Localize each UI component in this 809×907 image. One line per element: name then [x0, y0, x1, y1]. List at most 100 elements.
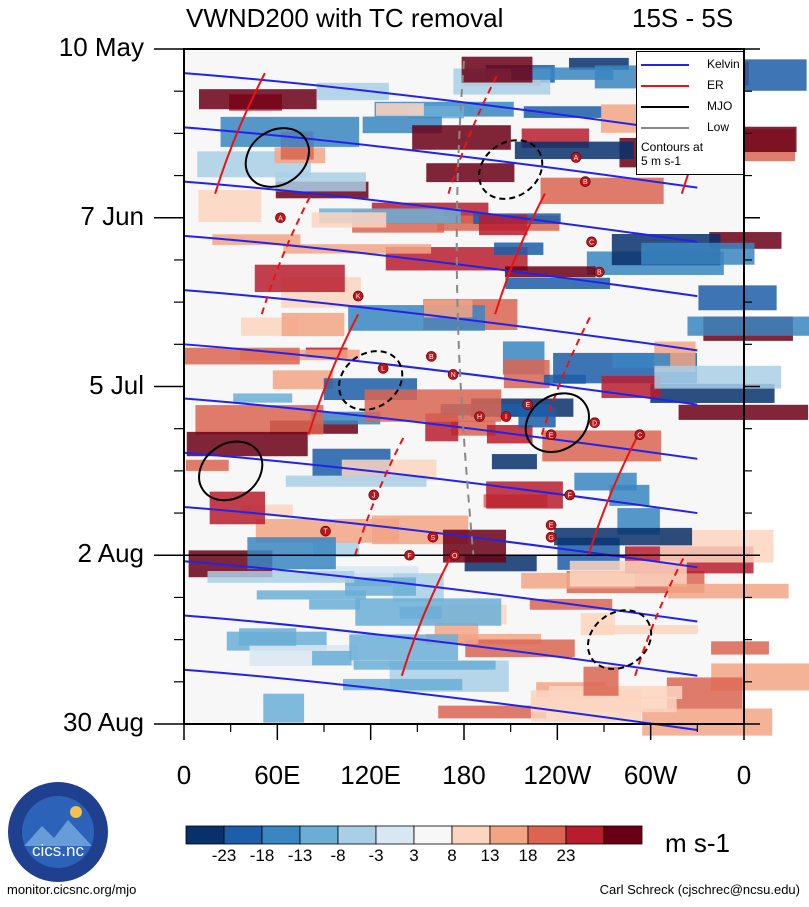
tc-marker-label: C [637, 432, 642, 439]
anomaly-patch [540, 177, 664, 204]
anomaly-patch [281, 312, 345, 337]
anomaly-patch [642, 708, 773, 736]
anomaly-patch [263, 693, 305, 723]
legend-line [641, 64, 689, 66]
anomaly-patch [207, 571, 355, 583]
tc-marker-label: B [597, 270, 602, 277]
legend-note-line: 5 m s-1 [641, 154, 682, 168]
tc-marker [570, 152, 582, 163]
mjo-contour [198, 440, 264, 502]
legend-line [641, 106, 689, 108]
colorbar-label: -23 [211, 846, 237, 865]
legend-label: Low [707, 120, 730, 134]
anomaly-patch [504, 266, 596, 278]
kelvin-contour [183, 397, 698, 460]
anomaly-patch [569, 57, 629, 70]
anomaly-patch [375, 103, 424, 116]
anomaly-patch [209, 491, 266, 525]
tc-marker-label: B [583, 179, 588, 186]
colorbar-label: 23 [556, 846, 576, 865]
tc-marker [404, 549, 415, 561]
tc-marker [426, 351, 437, 362]
anomaly-patch [478, 214, 528, 236]
y-tick-label: 2 Aug [77, 538, 144, 569]
colorbar-segment [375, 825, 415, 845]
anomaly-patch [438, 705, 547, 719]
tc-marker-label: F [568, 493, 572, 500]
tc-marker [594, 266, 605, 278]
legend-entry: Kelvin [641, 56, 743, 74]
tc-marker-label: J [372, 493, 376, 500]
colorbar-segment [603, 825, 643, 845]
tc-marker-label: C [589, 239, 594, 246]
tc-marker-label: D [592, 420, 597, 427]
anomaly-patch [233, 393, 293, 403]
colorbar-segment [565, 825, 605, 845]
colorbar-segment [413, 825, 453, 845]
legend-entry: MJO [641, 98, 743, 116]
legend-entry: ER [641, 77, 743, 95]
kelvin-contour [183, 343, 698, 406]
anomaly-patch [412, 125, 511, 150]
anomaly-patch [698, 285, 777, 311]
tc-marker [320, 525, 331, 537]
tc-marker [545, 531, 557, 543]
legend-label: ER [707, 78, 724, 92]
anomaly-patch [612, 353, 671, 368]
credit-left: monitor.cicsnc.org/mjo [7, 882, 137, 897]
tc-marker [427, 531, 439, 543]
tc-marker [275, 212, 286, 224]
colorbar-label: 18 [518, 846, 538, 865]
colorbar-segment [299, 825, 339, 845]
anomaly-patch [309, 599, 360, 610]
kelvin-contour [183, 180, 698, 243]
colorbar-label: -13 [287, 846, 313, 865]
anomaly-patch [461, 56, 533, 83]
anomaly-patch [212, 234, 301, 245]
anomaly-patch [310, 411, 381, 425]
tc-marker-label: O [452, 553, 458, 560]
tc-marker-label: N [451, 372, 456, 379]
legend-line [641, 85, 689, 87]
anomaly-patch [583, 666, 619, 696]
anomaly-patch [239, 628, 297, 646]
tc-marker [564, 489, 576, 501]
mjo-contour [524, 392, 590, 453]
kelvin-contour [183, 668, 698, 732]
legend-line [641, 127, 689, 129]
anomaly-patch [425, 634, 542, 645]
anomaly-patch [275, 172, 366, 192]
er-contour [587, 434, 640, 556]
colorbar-label: -3 [368, 846, 384, 865]
tc-marker [580, 176, 591, 187]
x-tick-label: 0 [736, 760, 752, 790]
er-contour [540, 313, 593, 436]
kelvin-contour [183, 289, 698, 352]
x-tick-label: 180 [442, 760, 486, 790]
colorbar-label: -8 [330, 846, 346, 865]
kelvin-contour [183, 560, 698, 623]
anomaly-patch [569, 560, 687, 587]
tc-marker [522, 399, 534, 410]
anomaly-patch [511, 67, 614, 80]
kelvin-contour [183, 614, 698, 677]
low-contour [455, 60, 475, 556]
anomaly-patch [186, 459, 229, 471]
anomaly-patch [285, 475, 427, 487]
anomaly-patch [424, 299, 473, 318]
credit-right: Carl Schreck (cjschrec@ncsu.edu) [599, 882, 800, 897]
y-tick-label: 7 Jun [80, 200, 144, 231]
x-tick-label: 120W [523, 760, 592, 790]
colorbar-segment [223, 825, 263, 845]
colorbar-label: -18 [249, 846, 275, 865]
tc-marker-label: E [549, 523, 554, 530]
mjo-contour [244, 127, 310, 188]
tc-marker [368, 489, 380, 501]
tc-marker-label: E [549, 432, 554, 439]
x-tick-label: 120E [340, 760, 402, 790]
kelvin-contour [183, 234, 698, 298]
anomaly-patch [523, 106, 602, 118]
anomaly-patch [343, 678, 463, 691]
tc-marker-label: F [407, 553, 411, 560]
er-contour [634, 554, 686, 677]
